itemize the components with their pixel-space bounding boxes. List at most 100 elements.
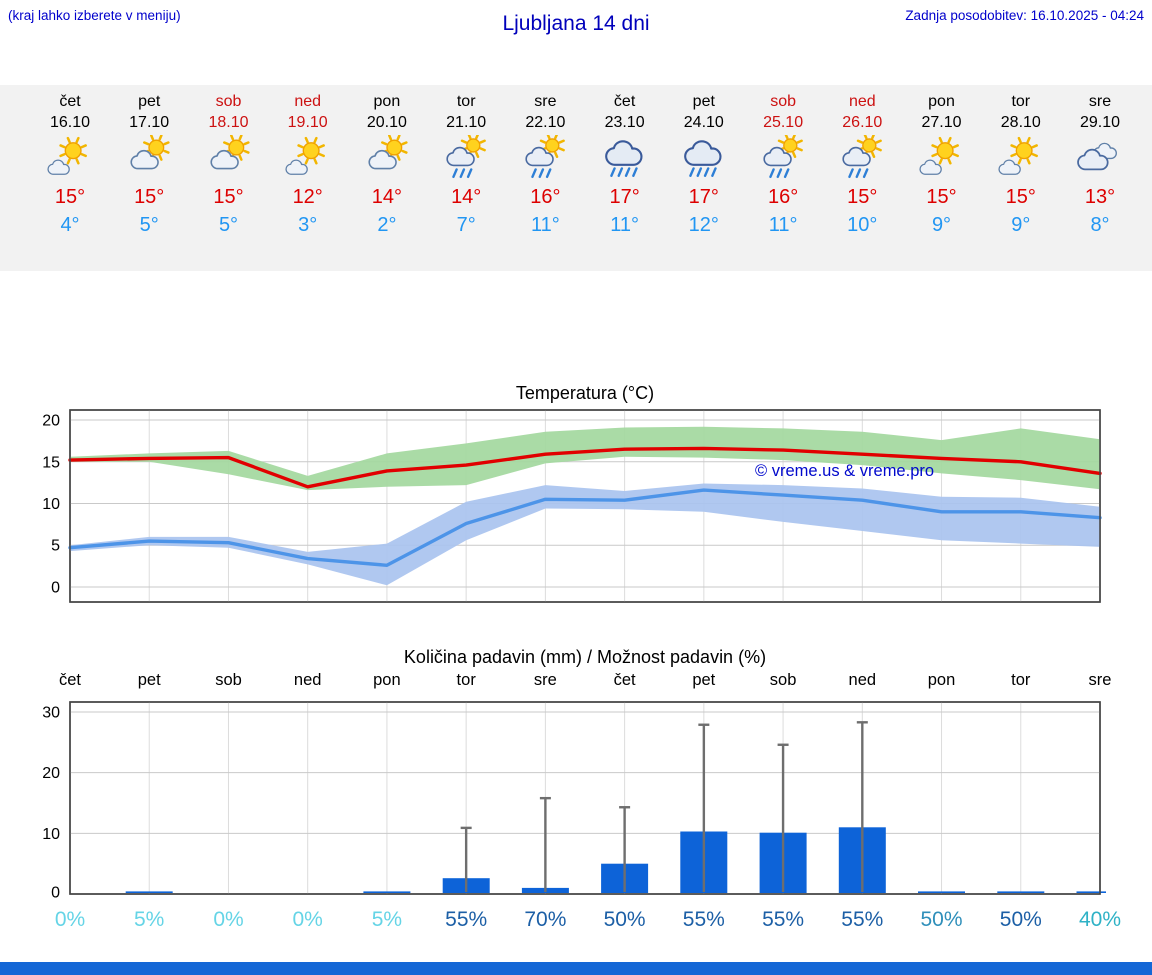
day-name: sre <box>1088 93 1112 110</box>
partly-cloudy-icon <box>344 134 430 185</box>
min-temp: 9° <box>1011 214 1031 236</box>
day-name: pon <box>373 93 401 110</box>
svg-text:15: 15 <box>42 454 60 471</box>
svg-text:20: 20 <box>42 413 60 430</box>
temperature-chart: 0 5 10 15 20 © vreme.us & vreme.pro <box>42 409 1102 603</box>
forecast-day: sre 29.10 13° 8° <box>1057 93 1143 237</box>
bottom-bar <box>0 962 1152 975</box>
header: (kraj lahko izberete v meniju) Ljubljana… <box>0 0 1152 85</box>
min-temp: 8° <box>1090 214 1110 236</box>
min-temp: 4° <box>60 214 80 236</box>
rain-icon <box>661 135 747 185</box>
rain-sun-icon <box>819 132 905 185</box>
precip-probability: 5% <box>134 908 165 931</box>
day-name: tor <box>1011 93 1031 110</box>
svg-text:20: 20 <box>42 765 60 782</box>
temperature-chart-title: Temperatura (°C) <box>515 383 655 403</box>
day-date: 24.10 <box>683 114 724 131</box>
day-date: 20.10 <box>366 114 407 131</box>
max-temp: 12° <box>292 186 323 208</box>
svg-text:0: 0 <box>51 885 60 901</box>
precip-probability: 0% <box>292 908 323 931</box>
rain-sun-icon <box>502 132 588 185</box>
day-date: 23.10 <box>604 114 645 131</box>
min-temp: 11° <box>768 214 798 236</box>
precip-day-label: pon <box>373 671 401 689</box>
min-temp: 11° <box>610 214 639 236</box>
precip-day-label: ned <box>848 671 877 689</box>
forecast-day: ned 26.10 15° 10° <box>819 93 905 237</box>
precip-probability: 40% <box>1078 908 1122 931</box>
day-name: pet <box>138 93 161 110</box>
day-name: sob <box>215 93 242 110</box>
forecast-day: sob 18.10 15° 5° <box>186 93 272 237</box>
max-temp: 15° <box>847 186 878 208</box>
mostly-sunny-icon <box>899 135 985 185</box>
mostly-sunny-icon <box>978 135 1064 185</box>
max-temp: 14° <box>451 186 482 208</box>
precip-day-label: sob <box>215 671 242 689</box>
precip-bar <box>918 891 965 893</box>
rain-sun-icon <box>423 132 509 185</box>
day-date: 18.10 <box>208 114 249 131</box>
max-temp: 15° <box>1005 186 1036 208</box>
day-date: 17.10 <box>129 114 170 131</box>
svg-text:10: 10 <box>42 496 60 513</box>
precip-probability: 0% <box>213 908 244 931</box>
day-name: pet <box>692 93 715 110</box>
max-temp: 16° <box>767 186 799 208</box>
day-date: 22.10 <box>525 114 566 131</box>
day-date: 27.10 <box>921 114 962 131</box>
precip-day-label: čet <box>58 671 82 689</box>
precip-day-label-row: čet pet sob ned pon tor sre čet pet sob ned pon tor s… <box>2 671 1111 696</box>
precip-bar <box>363 891 411 893</box>
forecast-day: pet 17.10 15° 5° <box>106 93 192 237</box>
min-temp: 7° <box>456 214 476 236</box>
precip-probability: 55% <box>682 908 725 931</box>
forecast-day: pon 20.10 14° 2° <box>344 93 430 237</box>
precip-day-label: sob <box>769 671 797 689</box>
precip-probability: 0% <box>54 908 86 931</box>
cloudy-icon <box>1057 135 1143 185</box>
day-date: 19.10 <box>287 114 328 131</box>
rain-sun-icon <box>740 132 826 185</box>
min-temp: 12° <box>688 214 719 236</box>
temperature-section: Temperatura (°C) 0 5 10 15 20 © vreme.us & vr… <box>2 383 1106 615</box>
min-temp: 3° <box>298 214 318 236</box>
max-temp: 15° <box>926 186 957 208</box>
mostly-sunny-icon <box>265 135 351 185</box>
max-temp: 13° <box>1084 186 1116 208</box>
max-temp: 15° <box>213 186 244 208</box>
max-temp: 17° <box>609 186 640 208</box>
precip-probability: 5% <box>371 908 403 931</box>
forecast-day: sob 25.10 16° 11° <box>740 93 826 237</box>
forecast-day: ned 19.10 12° 3° <box>265 93 351 237</box>
day-name: čet <box>613 93 636 110</box>
precip-probability: 55% <box>445 908 488 931</box>
precipitation-chart: 0 10 20 30 <box>42 701 1124 902</box>
partly-cloudy-icon <box>186 134 272 185</box>
precip-bar <box>1076 891 1124 893</box>
precip-probability: 50% <box>999 908 1042 931</box>
precip-day-label: čet <box>613 671 636 689</box>
precip-probability: 50% <box>603 908 646 931</box>
precip-day-label: ned <box>293 671 322 689</box>
menu-hint-link[interactable]: (kraj lahko izberete v meniju) <box>8 8 181 23</box>
forecast-day: pet 24.10 17° 12° <box>661 93 747 237</box>
svg-text:30: 30 <box>42 705 60 722</box>
min-temp: 2° <box>377 214 397 236</box>
svg-text:5: 5 <box>51 538 60 555</box>
day-date: 26.10 <box>842 114 883 131</box>
precip-probability: 50% <box>920 908 963 931</box>
max-temp: 15° <box>54 186 86 208</box>
day-name: pon <box>928 93 955 110</box>
day-name: ned <box>848 93 876 110</box>
day-date: 28.10 <box>1000 114 1041 131</box>
precip-day-label: pon <box>927 671 956 689</box>
forecast-strip: čet 16.10 15° 4° pet 17.10 15° 5° sob 18.10 15° 5° n… <box>0 85 1152 271</box>
max-temp: 14° <box>371 186 403 208</box>
precip-day-label: sre <box>533 671 557 689</box>
precip-day-label: pet <box>137 671 161 689</box>
day-date: 29.10 <box>1079 114 1121 131</box>
